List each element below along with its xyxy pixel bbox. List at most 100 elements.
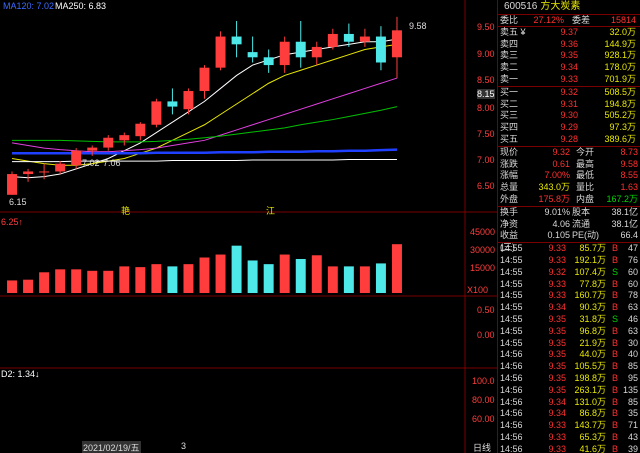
- tick-side: B: [611, 408, 618, 419]
- tick-volume: 107.4万: [574, 266, 606, 277]
- tick-volume: 143.7万: [574, 420, 606, 431]
- tick-time: 14:56: [500, 384, 523, 395]
- tick-side: B: [611, 337, 618, 348]
- tick-volume: 90.3万: [579, 302, 606, 313]
- price-tick: 9.00: [477, 49, 495, 59]
- tick-time: 14:55: [500, 266, 523, 277]
- tick-price: 9.35: [548, 384, 566, 395]
- price-tick: 7.00: [477, 155, 495, 165]
- tick-price: 9.35: [548, 372, 566, 383]
- tick-volume: 44.0万: [579, 349, 606, 360]
- volume-bar: [103, 270, 114, 293]
- ask-price: 9.34: [560, 62, 578, 73]
- tick-row: 14:55 9.33 85.7万 B 47: [498, 243, 640, 255]
- tick-row: 14:56 9.33 65.3万 B 43: [498, 432, 640, 444]
- mid-annotation-1: 7.02: [82, 158, 100, 168]
- tick-side: B: [611, 349, 618, 360]
- bid-label: 买四: [500, 122, 519, 133]
- stat-label: 涨跌: [500, 158, 519, 169]
- volume-bar: [311, 255, 322, 293]
- tick-side: B: [611, 384, 618, 395]
- stat-value: 4.06: [552, 218, 570, 229]
- ask-label: 卖二: [500, 62, 519, 73]
- bid-volume: 389.6万: [604, 133, 636, 144]
- tick-price: 9.33: [548, 443, 566, 453]
- tick-time: 14:56: [500, 420, 523, 431]
- weicha-label: 委差: [572, 15, 591, 25]
- ask-row: 卖三 9.35 928.1万: [498, 50, 640, 62]
- candle-body: [295, 41, 306, 58]
- ma-line-ma250: [12, 159, 397, 163]
- tick-side: S: [611, 313, 618, 324]
- kdj-tick: 80.00: [472, 395, 495, 405]
- tick-count: 60: [627, 266, 638, 277]
- event-marker[interactable]: 江: [266, 206, 276, 216]
- tick-row: 14:56 9.34 86.8万 B 35: [498, 408, 640, 420]
- tick-row: 14:56 9.35 198.8万 B 95: [498, 373, 640, 385]
- price-current-label: 8.15: [477, 89, 495, 99]
- tick-side: B: [611, 431, 618, 442]
- volume-bar: [135, 267, 146, 293]
- kline-chart-area[interactable]: MA120: 7.02 MA250: 6.83 9.58 6.15 7.02 7…: [0, 0, 497, 453]
- tick-row: 14:55 9.32 107.4万 S 60: [498, 267, 640, 279]
- volume-bar: [167, 266, 178, 293]
- stat-label: 净资: [500, 218, 519, 229]
- ask-volume: 32.0万: [609, 26, 636, 37]
- quote-stats: 现价 9.32 今开 8.73 涨跌 0.61 最高 9.58 涨幅 7.00% 最…: [498, 145, 640, 206]
- tick-row: 14:56 9.35 44.0万 B 40: [498, 349, 640, 361]
- volume-bar: [247, 260, 258, 293]
- stat-label: 最低: [576, 170, 595, 181]
- candle-body: [247, 52, 258, 58]
- stat-label: 现价: [500, 146, 519, 157]
- tick-count: 85: [627, 361, 638, 372]
- stat-value: 8.55: [620, 170, 638, 181]
- candle-body: [343, 33, 354, 42]
- stat-value: 8.73: [620, 146, 638, 157]
- tick-count: 46: [627, 313, 638, 324]
- tick-side: B: [611, 396, 618, 407]
- volume-tick: 45000: [470, 227, 496, 237]
- volume-bar: [375, 263, 386, 293]
- tick-side: B: [611, 325, 618, 336]
- stat-label: PE(动): [572, 230, 600, 241]
- volume-tick: 30000: [470, 245, 496, 255]
- candle-body: [7, 174, 17, 195]
- stat-value: 7.00%: [544, 170, 570, 181]
- candle-body: [231, 36, 242, 45]
- tick-side: B: [611, 243, 618, 254]
- candle-body: [199, 67, 210, 92]
- mid-annotation-2: 7.06: [103, 158, 121, 168]
- stat-label: 今开: [576, 146, 595, 157]
- tick-count: 60: [627, 278, 638, 289]
- tick-side: B: [611, 361, 618, 372]
- event-marker[interactable]: 艳: [121, 206, 131, 216]
- bid-label: 买三: [500, 110, 519, 121]
- volume-bar: [7, 280, 17, 293]
- tick-count: 63: [627, 302, 638, 313]
- volume-bar: [151, 264, 162, 293]
- tick-row: 14:56 9.33 143.7万 B 71: [498, 420, 640, 432]
- volume-bar: [295, 258, 306, 293]
- tick-time: 14:56: [500, 372, 523, 383]
- tick-time: 14:55: [500, 254, 523, 265]
- bid-volume: 508.5万: [604, 86, 636, 97]
- bid-volume: 97.3万: [609, 122, 636, 133]
- stat-label: 流通: [572, 218, 591, 229]
- tick-volume: 85.7万: [579, 243, 606, 254]
- price-tick: 6.50: [477, 181, 495, 191]
- tick-time: 14:56: [500, 408, 523, 419]
- bid-volume: 505.2万: [604, 110, 636, 121]
- tick-list[interactable]: 14:55 9.33 85.7万 B 47 14:55 9.33 192.1万 B…: [498, 242, 640, 453]
- bid-volume: 194.8万: [604, 98, 636, 109]
- kdj-tick: 60.00: [472, 414, 495, 424]
- stat-row: 净资 4.06 流通 38.1亿: [498, 219, 640, 231]
- quote-panel: 600516 方大炭素 委比 27.12% 委差 15814 卖五 ¥ 9.37…: [497, 0, 640, 453]
- period-label[interactable]: 日线: [473, 443, 492, 453]
- ask-volume: 701.9万: [604, 73, 636, 84]
- ask-book: 卖五 ¥ 9.37 32.0万 卖四 9.36 144.9万 卖三 9.35 928…: [498, 25, 640, 86]
- kline-chart[interactable]: [0, 0, 497, 453]
- tick-count: 76: [627, 254, 638, 265]
- stock-code: 600516: [504, 1, 538, 12]
- tick-count: 35: [627, 408, 638, 419]
- ma250-legend: MA250: 6.83: [55, 1, 107, 11]
